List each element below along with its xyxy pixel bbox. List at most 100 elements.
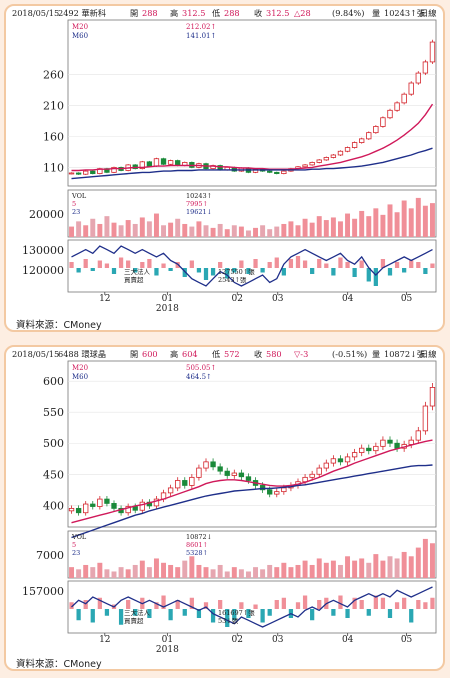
institution-bar: [154, 268, 159, 276]
volume-bar: [316, 558, 322, 578]
header-field-10: ▽-3: [294, 349, 308, 359]
volume-bar: [203, 567, 209, 578]
institution-bar: [430, 597, 435, 609]
volume-bar: [217, 223, 223, 237]
institution-bar: [253, 259, 258, 268]
candle-body: [111, 503, 117, 509]
volume-bar: [168, 222, 174, 237]
institution-bar: [69, 602, 74, 609]
institution-bar: [239, 602, 244, 609]
institution-bar: [225, 609, 230, 627]
institution-bar: [366, 609, 371, 616]
volume-bar: [111, 571, 117, 578]
volume-tick-label: 20000: [29, 208, 64, 221]
header-field-14: 日線: [420, 349, 436, 359]
candle-body: [153, 498, 160, 507]
institution-bar: [118, 609, 124, 625]
header-field-2: 開: [130, 8, 138, 18]
volume-bar: [104, 216, 110, 237]
inst-legend-name: 三大法人: [124, 608, 151, 617]
volume-bar: [408, 556, 414, 578]
institution-bar: [331, 268, 336, 276]
candle-body: [139, 501, 145, 511]
volume-bar: [69, 567, 75, 578]
institution-bar: [133, 609, 138, 616]
month-label: 12: [99, 294, 110, 304]
candle-body: [394, 102, 400, 111]
candle-body: [132, 506, 138, 511]
institution-bar: [317, 259, 322, 268]
volume-bar: [90, 218, 96, 237]
year-label: 2018: [156, 645, 179, 655]
month-label: 01: [162, 294, 173, 304]
institution-bar: [246, 609, 251, 618]
chart-card-2492: 2018/05/15 2492 華新科 開 288 高 312.5 低 288 收 312.5 △2…: [4, 4, 445, 332]
price-panel-frame: [67, 19, 437, 187]
volume-bar: [352, 218, 358, 237]
ma20-line: [71, 439, 433, 524]
price-tick-label: 260: [43, 68, 64, 81]
volume-bar: [238, 569, 244, 578]
candle-body: [387, 439, 393, 444]
volume-bar: [288, 567, 294, 578]
header-field-13: 10872↓張: [384, 349, 425, 359]
institution-bar: [402, 597, 407, 609]
institution-bar: [154, 602, 159, 609]
institution-bar: [416, 262, 421, 268]
month-label: 03: [272, 635, 284, 645]
volume-bar: [189, 556, 195, 578]
volume-bar: [337, 221, 343, 237]
price-panel-frame: [67, 360, 437, 528]
candle-body: [373, 445, 379, 452]
institution-bar: [203, 602, 209, 609]
institution-bar: [394, 602, 400, 609]
header-field-11: (-0.51%): [332, 349, 367, 359]
price-tick-label: 110: [43, 161, 64, 174]
volume-bar: [274, 567, 280, 578]
volume-bar: [104, 569, 110, 578]
volume-bar: [118, 567, 124, 578]
volume-bar: [76, 221, 82, 237]
institution-bar: [380, 597, 386, 609]
volume-bar: [90, 567, 96, 578]
header-field-5: 312.5: [182, 8, 205, 18]
month-label: 05: [401, 294, 413, 304]
volume-bar: [295, 564, 301, 578]
institution-bar: [331, 609, 336, 616]
month-label: 12: [99, 635, 110, 645]
institution-bar: [281, 268, 286, 276]
institution-bar: [203, 268, 209, 280]
volume-bar: [210, 569, 216, 578]
candle-body: [323, 462, 329, 469]
header-field-3: 600: [142, 349, 158, 359]
institution-bar: [267, 262, 272, 268]
header-field-6: 低: [212, 8, 220, 18]
ma-legend-value: 212.02↑: [186, 23, 216, 31]
month-label: 04: [342, 635, 354, 645]
vol-legend-value: 10243↑: [186, 192, 212, 200]
institution-bar: [76, 268, 81, 273]
institution-bar: [97, 260, 102, 268]
candle-body: [330, 154, 337, 158]
candle-body: [309, 473, 315, 478]
vol-legend-value: 10872↓: [186, 533, 212, 541]
institution-tick-label: 157000: [22, 585, 64, 598]
volume-bar: [267, 229, 273, 237]
institution-bar: [239, 260, 244, 268]
institution-bar: [302, 260, 308, 268]
volume-bar: [422, 205, 428, 237]
institution-tick-label: 130000: [22, 244, 64, 257]
institution-bar: [295, 602, 301, 609]
volume-bar: [245, 571, 251, 578]
candle-body: [111, 166, 117, 173]
inst-legend-value: 127550↑張: [218, 268, 255, 276]
volume-bar: [182, 223, 188, 237]
header-field-5: 604: [182, 349, 198, 359]
source-note: 資料來源：CMoney: [16, 659, 102, 670]
volume-bar: [267, 564, 273, 578]
candle-body: [267, 170, 273, 173]
candle-body: [408, 82, 414, 95]
institution-bar: [232, 268, 237, 273]
institution-bar: [260, 609, 265, 623]
institution-bar: [161, 595, 166, 609]
